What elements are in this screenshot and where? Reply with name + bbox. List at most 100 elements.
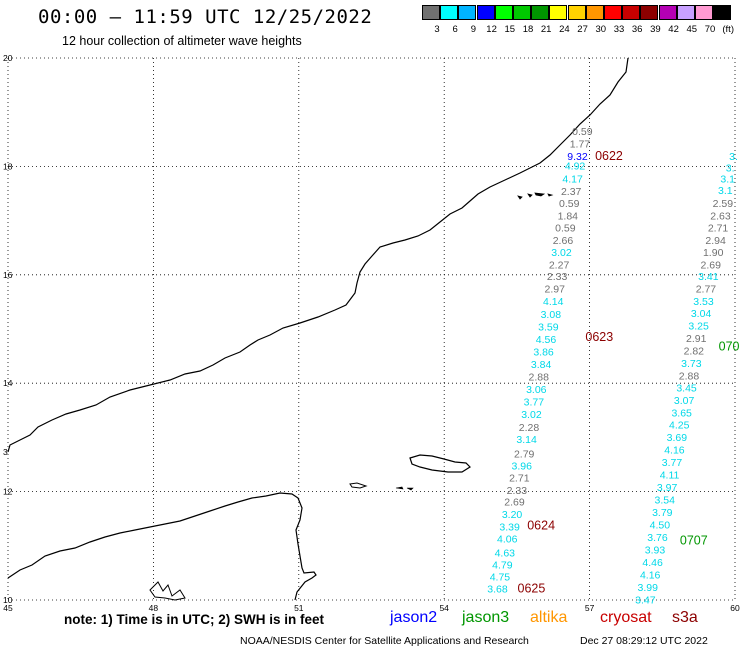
map-subtitle: 12 hour collection of altimeter wave hei… bbox=[62, 34, 302, 48]
scale-label: 45 bbox=[686, 24, 698, 35]
lon-tick-label: 48 bbox=[149, 603, 159, 613]
lon-tick-label: 51 bbox=[294, 603, 304, 613]
wave-height-value: 3.14 bbox=[516, 434, 537, 446]
wave-height-value: 3.84 bbox=[531, 359, 552, 371]
wave-height-value: 2.91 bbox=[686, 333, 707, 345]
wave-height-value: 3.93 bbox=[645, 544, 666, 556]
scale-label: 24 bbox=[559, 24, 570, 35]
lat-tick-label: 10 bbox=[3, 595, 13, 605]
lon-tick-label: 60 bbox=[730, 603, 740, 613]
scale-label: 15 bbox=[504, 24, 516, 35]
wave-height-value: 3.08 bbox=[541, 309, 562, 321]
lat-tick-label: 12 bbox=[3, 487, 13, 497]
scale-swatch bbox=[494, 5, 513, 20]
track-jason2: 0.591.779.324.924.172.370.591.840.592.66… bbox=[487, 126, 623, 595]
wave-height-value: 2.66 bbox=[553, 235, 574, 247]
wave-height-value: 3.45 bbox=[676, 382, 697, 394]
wave-height-value: 3.96 bbox=[512, 460, 533, 472]
generation-timestamp: Dec 27 08:29:12 UTC 2022 bbox=[580, 635, 708, 647]
lon-tick-label: 57 bbox=[585, 603, 595, 613]
scale-label: 30 bbox=[595, 24, 607, 35]
wave-height-value: 2.77 bbox=[696, 284, 717, 296]
scale-swatch bbox=[458, 5, 477, 20]
scale-label: 39 bbox=[650, 24, 661, 35]
wave-height-value: 4.14 bbox=[543, 296, 564, 308]
wave-height-value: 3.07 bbox=[674, 395, 695, 407]
wave-height-value: 4.75 bbox=[490, 571, 511, 583]
pass-time-label: 0708 bbox=[719, 340, 740, 354]
scale-label: 6 bbox=[452, 24, 458, 35]
pass-time-label: 0707 bbox=[680, 534, 708, 548]
wave-height-value: 3.25 bbox=[688, 321, 709, 333]
lat-tick-label: 16 bbox=[3, 270, 13, 280]
scale-label: 21 bbox=[540, 24, 552, 35]
map-title: 00:00 – 11:59 UTC 12/25/2022 bbox=[38, 6, 373, 28]
lon-tick-label: 45 bbox=[3, 603, 13, 613]
scale-label: 9 bbox=[470, 24, 477, 35]
map-axis-ticks: 45 48 51 54 57 60 20 18 16 14 12 10 3 bbox=[3, 53, 740, 613]
scale-label: 18 bbox=[522, 24, 534, 35]
left-edge-mark: 3 bbox=[3, 447, 8, 457]
wave-height-value: 1.84 bbox=[558, 211, 579, 223]
wave-height-value: 4.16 bbox=[640, 569, 661, 581]
wave-height-value: 4.25 bbox=[669, 420, 690, 432]
wave-height-value: 2.37 bbox=[561, 186, 582, 198]
wave-height-value: 3.39 bbox=[499, 522, 520, 534]
wave-height-value: 9.32 bbox=[567, 151, 588, 163]
wave-height-value: 3.86 bbox=[533, 347, 554, 359]
wave-height-value: 2.88 bbox=[528, 371, 549, 383]
legend-cryosat: cryosat bbox=[600, 609, 652, 626]
wave-height-value: 0.59 bbox=[555, 222, 576, 234]
wave-height-value: 2.27 bbox=[549, 259, 570, 271]
track-jason3: 3.3.3.13.12.592.632.712.941.902.693.412.… bbox=[635, 151, 740, 606]
scale-swatch bbox=[549, 5, 568, 20]
lat-tick-label: 18 bbox=[3, 161, 13, 171]
wave-height-value: 3.59 bbox=[538, 322, 559, 334]
scale-swatch bbox=[476, 5, 495, 20]
lat-tick-label: 14 bbox=[3, 378, 13, 388]
scale-swatch bbox=[440, 5, 459, 20]
coastal-islets bbox=[149, 581, 186, 601]
wave-height-value: 3.06 bbox=[526, 384, 547, 396]
wave-height-value: 3.77 bbox=[524, 396, 545, 408]
legend-altika: altika bbox=[530, 609, 568, 626]
somali-coastline bbox=[7, 492, 317, 601]
wave-height-value: 3.69 bbox=[667, 432, 688, 444]
scale-swatch bbox=[640, 5, 659, 20]
scale-label: 33 bbox=[613, 24, 625, 35]
wave-height-value: 4.63 bbox=[495, 548, 516, 560]
lon-tick-label: 54 bbox=[439, 603, 449, 613]
pass-time-label: 0624 bbox=[527, 519, 555, 533]
wave-height-value: 4.11 bbox=[660, 470, 680, 482]
wave-height-value: 4.92 bbox=[565, 161, 586, 173]
wave-height-value: 3.47 bbox=[635, 594, 656, 606]
wave-height-value: 2.71 bbox=[509, 472, 530, 484]
wave-height-value: 4.56 bbox=[536, 334, 557, 346]
wave-height-value: 2.94 bbox=[705, 235, 726, 247]
pass-time-label: 0625 bbox=[518, 581, 546, 595]
wave-height-value: 2.33 bbox=[507, 485, 528, 497]
wave-height-value: 3.73 bbox=[681, 358, 702, 370]
wave-height-value: 2.28 bbox=[519, 422, 540, 434]
wave-height-value: 3.02 bbox=[551, 247, 572, 259]
wave-height-value: 3.04 bbox=[691, 308, 712, 320]
altimeter-tracks: 0.591.779.324.924.172.370.591.840.592.66… bbox=[487, 126, 740, 606]
wave-height-value: 3.79 bbox=[652, 507, 673, 519]
kuria-muria-islands bbox=[517, 192, 554, 200]
legend-s3a: s3a bbox=[672, 609, 698, 626]
wave-height-value: 3. bbox=[726, 162, 735, 174]
scale-swatch bbox=[713, 5, 732, 20]
wave-height-value: 2.71 bbox=[708, 222, 729, 234]
wave-height-value: 4.16 bbox=[664, 445, 685, 457]
wave-height-value: 3.65 bbox=[671, 407, 692, 419]
scale-label: 27 bbox=[577, 24, 588, 35]
coastline bbox=[7, 57, 629, 601]
socotra-island bbox=[409, 454, 471, 473]
lat-tick-label: 20 bbox=[3, 53, 13, 63]
wave-height-value: 4.06 bbox=[497, 534, 518, 546]
scale-label: 42 bbox=[668, 24, 679, 35]
wave-height-value: 3.41 bbox=[698, 271, 719, 283]
wave-height-value: 3.1 bbox=[720, 174, 735, 186]
wave-height-value: 2.97 bbox=[544, 284, 565, 296]
